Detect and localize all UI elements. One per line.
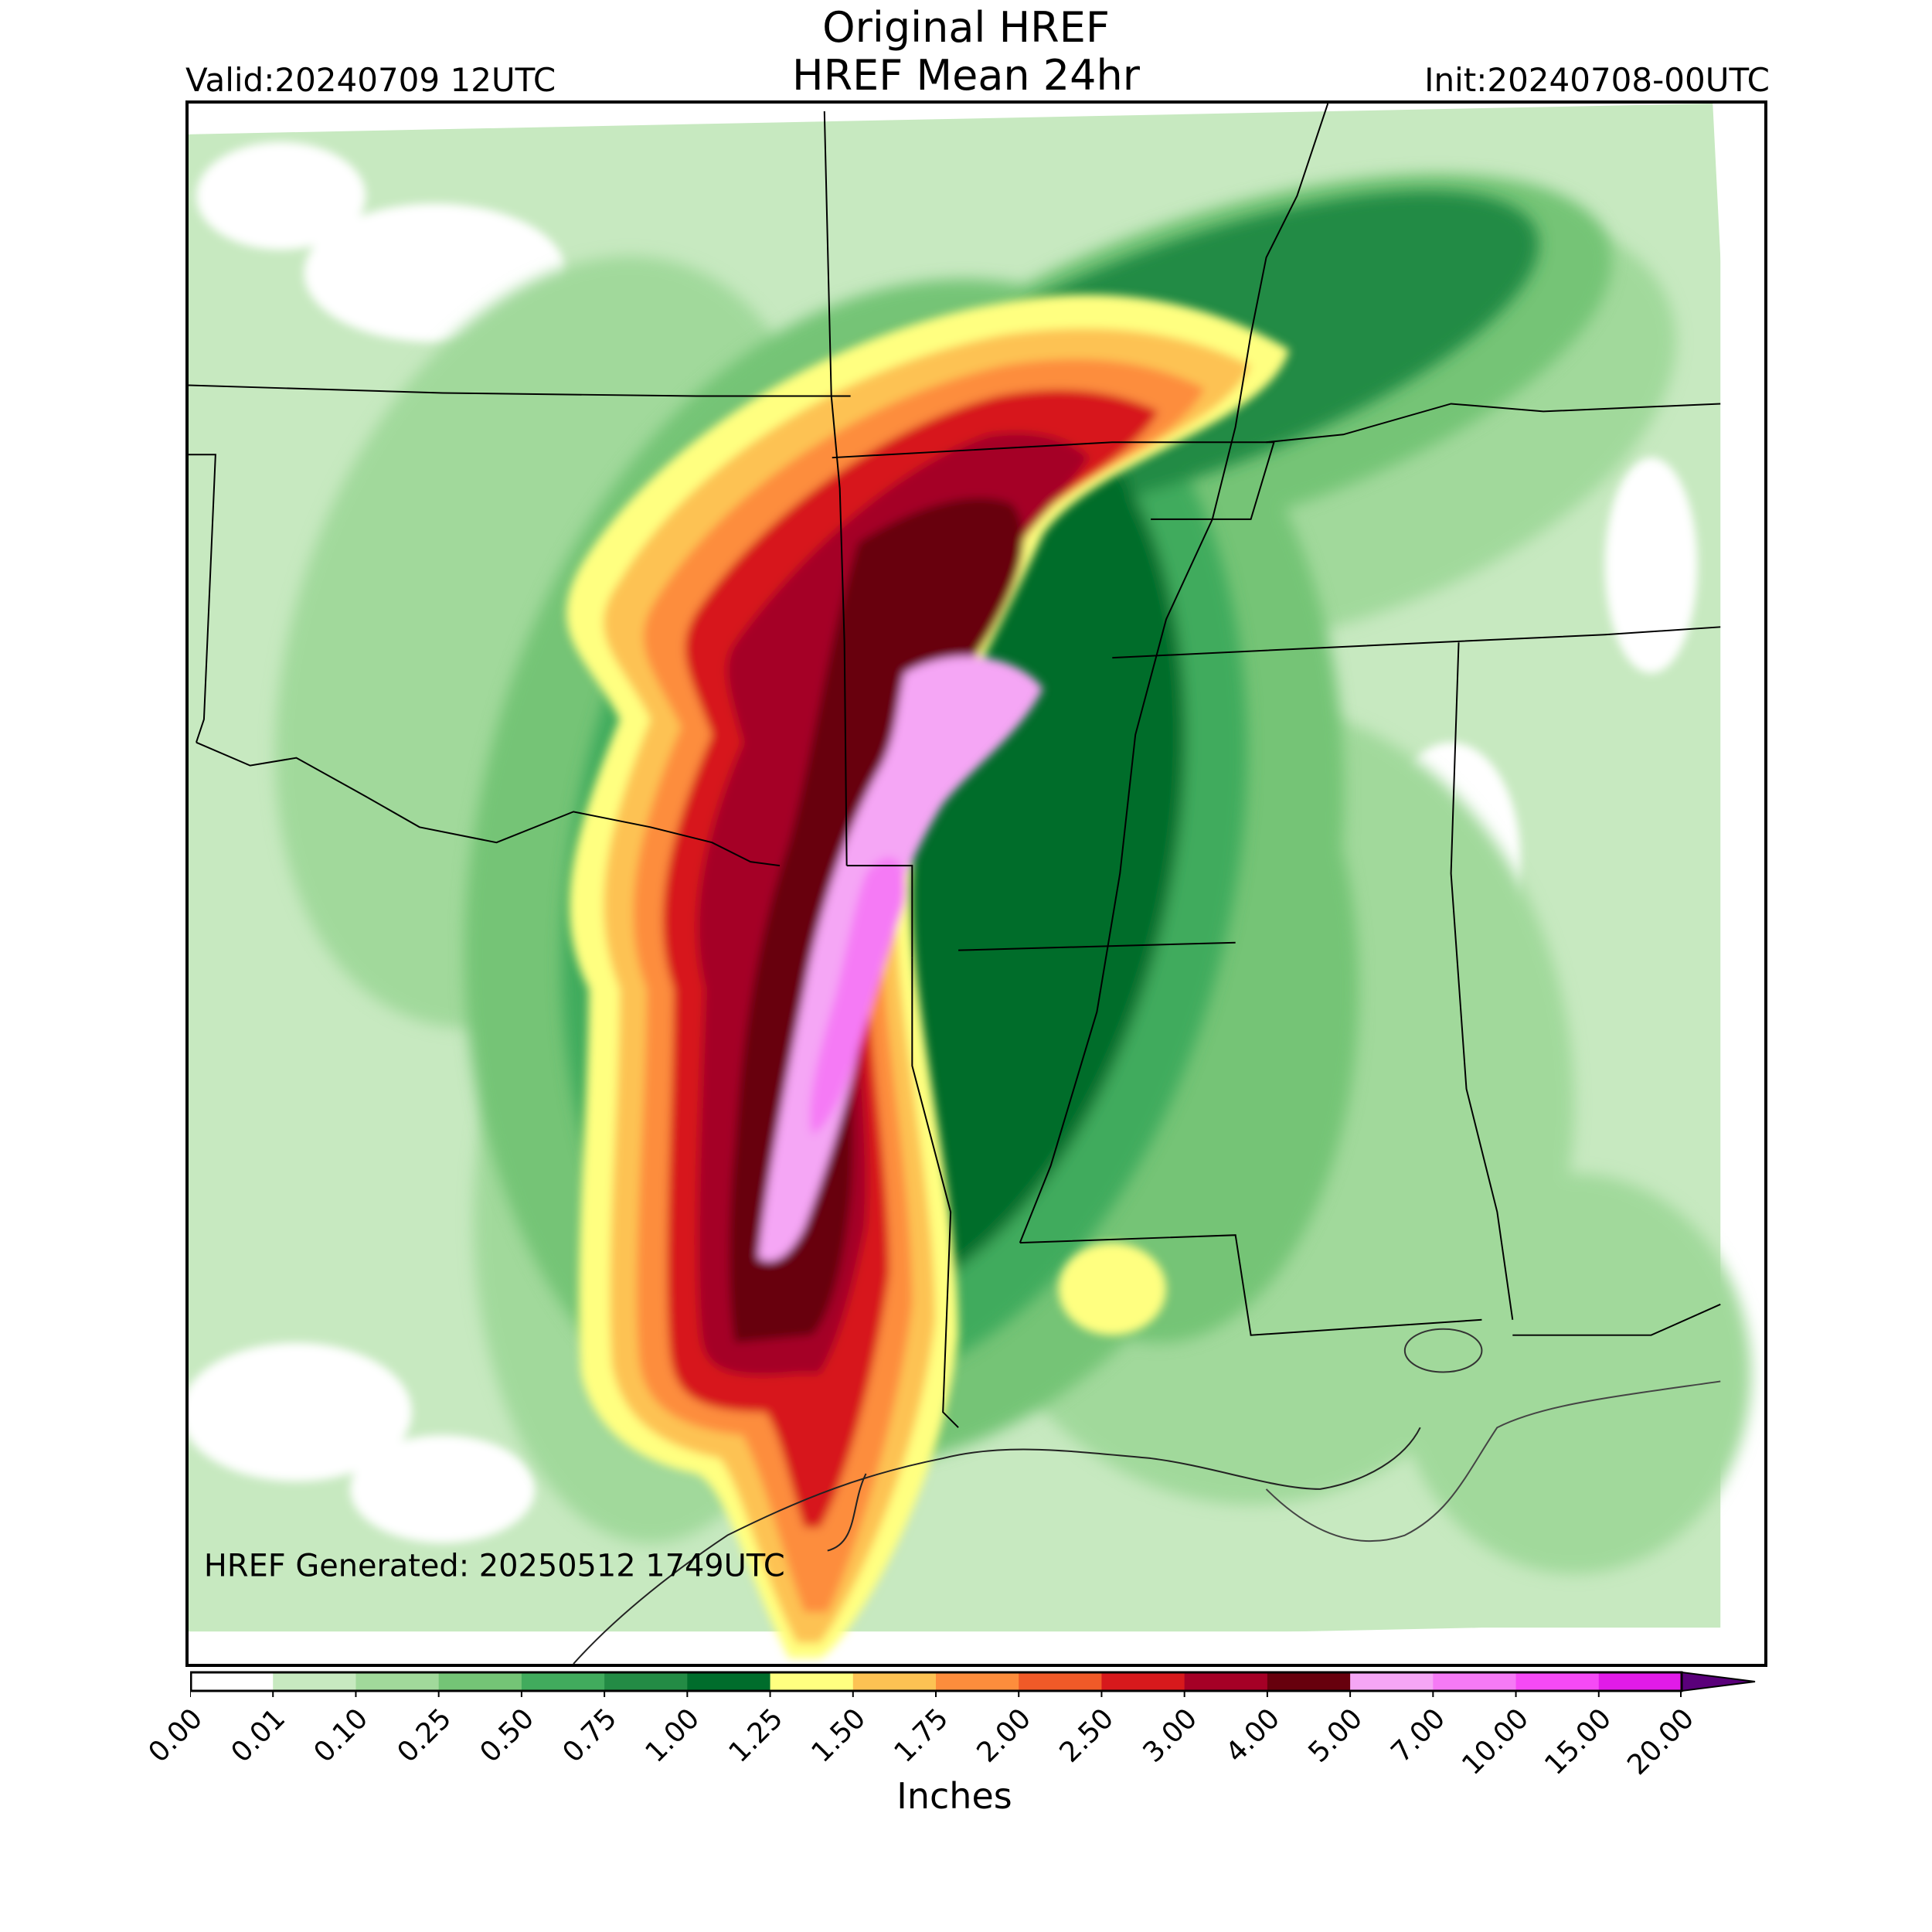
heavy-rain-core bbox=[566, 294, 1290, 1659]
colorbar-extend-arrow bbox=[1681, 1671, 1756, 1692]
colorbar-segment bbox=[521, 1672, 605, 1691]
colorbar-segment bbox=[852, 1672, 937, 1691]
colorbar-tick-label: 1.00 bbox=[639, 1702, 706, 1769]
dry-areas bbox=[189, 141, 1698, 1543]
dry-area-north bbox=[196, 141, 366, 250]
colorbar-tick-label: 0.01 bbox=[225, 1702, 292, 1769]
bay-galveston bbox=[827, 1473, 867, 1552]
colorbar-tick-label: 0.00 bbox=[142, 1702, 209, 1769]
colorbar-bar bbox=[189, 1671, 1756, 1697]
rain-5in bbox=[810, 857, 906, 1135]
colorbar-segment bbox=[687, 1672, 771, 1691]
colorbar-tick-label: 1.25 bbox=[723, 1702, 789, 1769]
illinois-kentucky-border bbox=[1266, 403, 1721, 444]
colorbar-segment bbox=[1184, 1672, 1268, 1691]
colorbar-tick-label: 15.00 bbox=[1539, 1702, 1617, 1782]
gulf-coast-louisiana bbox=[1265, 1380, 1721, 1543]
colorbar-segment bbox=[273, 1672, 356, 1691]
colorbar-tick-label: 7.00 bbox=[1385, 1702, 1452, 1769]
kansas-oklahoma-border bbox=[189, 384, 851, 397]
colorbar-segment bbox=[1101, 1672, 1185, 1691]
mississippi-river bbox=[1019, 104, 1329, 1243]
colorbar-segment bbox=[1350, 1672, 1434, 1691]
chart-title-line1: Original HREF bbox=[822, 3, 1110, 52]
colorbar-tick-label: 2.00 bbox=[971, 1702, 1038, 1769]
colorbar-segment bbox=[1019, 1672, 1102, 1691]
colorbar-tick-label: 5.00 bbox=[1302, 1702, 1369, 1769]
valid-time-label: Valid:20240709 12UTC bbox=[185, 61, 556, 99]
no-data-strip-bottom bbox=[189, 1631, 1764, 1664]
louisiana-mississippi-border bbox=[1019, 1234, 1482, 1336]
band-far-east bbox=[1396, 1173, 1752, 1574]
texas-louisiana-border bbox=[911, 957, 959, 1428]
tennessee-border bbox=[1112, 626, 1721, 659]
colorbar-tick-label: 1.75 bbox=[888, 1702, 955, 1769]
colorbar-segment bbox=[1433, 1672, 1517, 1691]
alabama-florida-border bbox=[1512, 1303, 1721, 1336]
colorbar-tick-label: 20.00 bbox=[1621, 1702, 1701, 1782]
dry-area-west bbox=[189, 1342, 412, 1481]
oklahoma-panhandle-west bbox=[189, 454, 216, 743]
mississippi-alabama-border bbox=[1450, 642, 1514, 1320]
colorbar bbox=[189, 1668, 1767, 1702]
colorbar-segment bbox=[1598, 1672, 1682, 1691]
gulf-coast-texas bbox=[573, 1427, 1421, 1664]
political-boundaries bbox=[189, 104, 1721, 1664]
colorbar-tick-label: 0.25 bbox=[391, 1702, 457, 1769]
colorbar-tick-label: 0.50 bbox=[474, 1702, 541, 1769]
precipitation-map: HREF Generated: 20250512 1749UTC bbox=[185, 100, 1767, 1667]
colorbar-label: Inches bbox=[896, 1775, 1012, 1817]
colorbar-tick-label: 0.75 bbox=[556, 1702, 624, 1769]
lake-pontchartrain bbox=[1403, 1328, 1483, 1373]
colorbar-tick-label: 3.00 bbox=[1137, 1702, 1203, 1769]
chart-title-line2: HREF Mean 24hr bbox=[792, 51, 1140, 100]
colorbar-segment bbox=[1267, 1672, 1351, 1691]
colorbar-tick-label: 1.50 bbox=[805, 1702, 872, 1769]
rain-1in-offshoot-east bbox=[1058, 1243, 1167, 1335]
colorbar-segment bbox=[355, 1672, 440, 1691]
colorbar-segment bbox=[438, 1672, 522, 1691]
colorbar-segment bbox=[190, 1672, 274, 1691]
colorbar-segment bbox=[604, 1672, 688, 1691]
colorbar-segment bbox=[936, 1672, 1019, 1691]
init-time-label: Init:20240708-00UTC bbox=[1424, 61, 1770, 99]
red-river-border bbox=[196, 741, 781, 867]
precipitation-field: HREF Generated: 20250512 1749UTC bbox=[189, 104, 1764, 1664]
dry-area-southwest bbox=[350, 1435, 536, 1543]
texas-arkansas-border bbox=[846, 865, 913, 958]
colorbar-segment bbox=[1515, 1672, 1600, 1691]
colorbar-tick-label: 4.00 bbox=[1219, 1702, 1287, 1769]
colorbar-tick-label: 10.00 bbox=[1455, 1702, 1535, 1782]
arkansas-louisiana-border bbox=[958, 941, 1236, 951]
colorbar-tick-label: 2.50 bbox=[1053, 1702, 1121, 1769]
colorbar-segment bbox=[770, 1672, 854, 1691]
oklahoma-arkansas-border bbox=[823, 111, 848, 866]
generated-timestamp: HREF Generated: 20250512 1749UTC bbox=[203, 1548, 785, 1584]
dry-area-east bbox=[1604, 457, 1698, 674]
colorbar-tick-label: 0.10 bbox=[308, 1702, 375, 1769]
